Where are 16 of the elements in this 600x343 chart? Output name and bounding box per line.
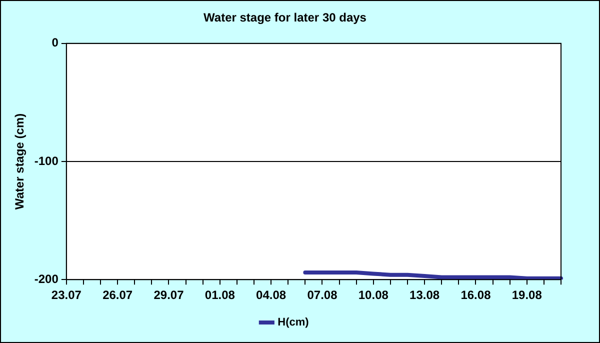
- x-tick-label: 16.08: [460, 288, 492, 302]
- x-tick-label: 29.07: [154, 288, 184, 302]
- y-tick-label: -200: [34, 272, 59, 286]
- x-tick-label: 04.08: [256, 288, 286, 302]
- chart-title: Water stage for later 30 days: [204, 10, 367, 25]
- x-tick-label: 19.08: [512, 288, 542, 302]
- legend-label: H(cm): [278, 316, 310, 329]
- x-tick-label: 13.08: [410, 288, 440, 302]
- y-tick-label: -100: [34, 154, 59, 168]
- x-tick-label: 10.08: [358, 288, 389, 302]
- x-tick-label: 23.07: [51, 288, 82, 302]
- x-tick-label: 01.08: [204, 288, 236, 302]
- x-tick-label: 07.08: [307, 288, 338, 302]
- y-axis-title: Water stage (cm): [12, 113, 27, 210]
- x-tick-label: 26.07: [102, 288, 133, 302]
- y-tick-label: 0: [52, 36, 59, 50]
